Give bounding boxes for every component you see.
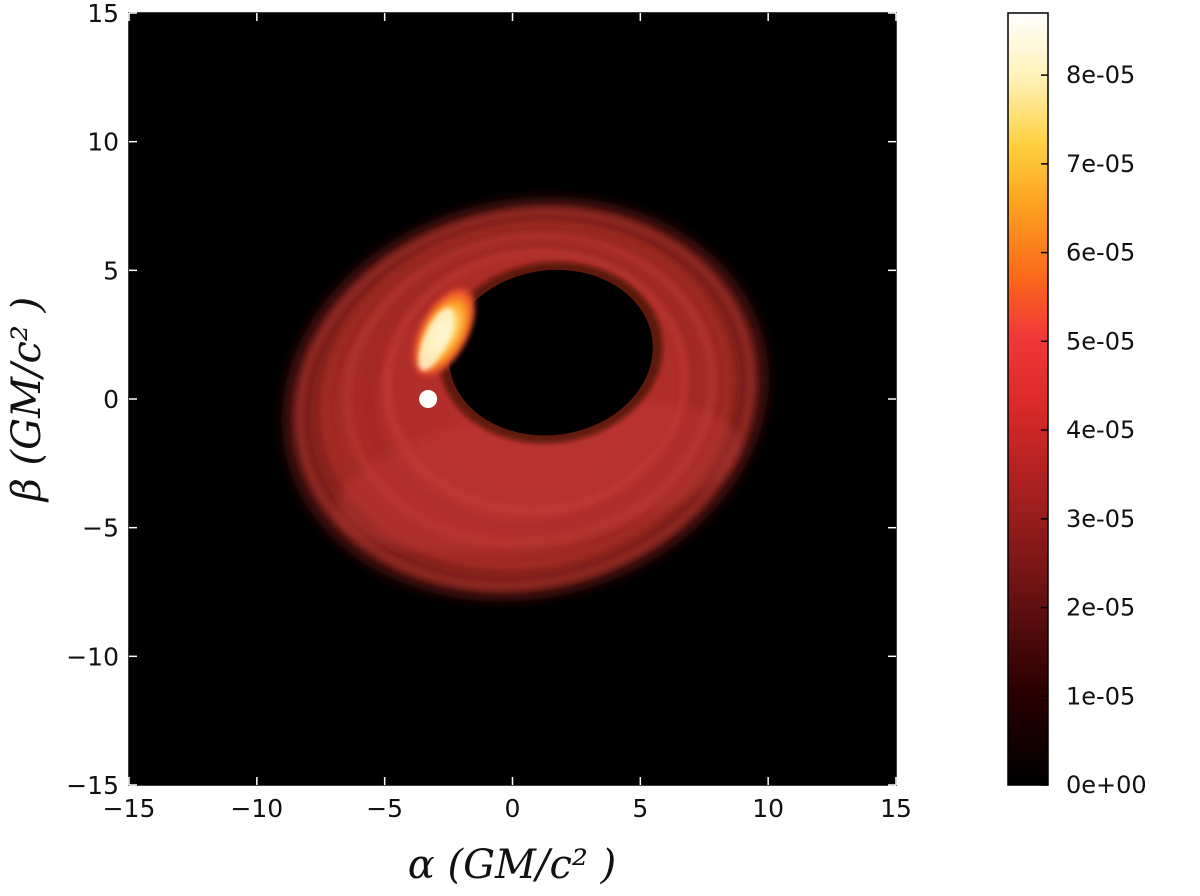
- y-axis-label: β (GM/c² ): [4, 297, 50, 504]
- y-tick-label: −10: [66, 642, 119, 671]
- source-marker: [419, 390, 438, 408]
- x-tick-label: −5: [366, 794, 403, 823]
- colorbar-ticks: 0e+00 1e-05 2e-05 3e-05 4e-05 5e-05 6e-05 7e-05…: [1041, 61, 1147, 799]
- x-tick-label: 5: [632, 794, 648, 823]
- x-tick-label: 0: [505, 794, 521, 823]
- colorbar-tick-label: 8e-05: [1066, 61, 1135, 89]
- colorbar-tick-label: 7e-05: [1066, 150, 1135, 178]
- y-axis-ticks: −15 −10 −5 0 5 10 15: [66, 0, 896, 800]
- x-tick-label: −15: [103, 794, 156, 823]
- x-tick-label: 15: [880, 794, 912, 823]
- y-tick-label: −15: [66, 771, 119, 800]
- y-tick-label: 0: [103, 385, 119, 414]
- disk-ring: [294, 206, 757, 592]
- x-axis-label: α (GM/c² ): [408, 842, 616, 888]
- colorbar-tick-label: 6e-05: [1066, 239, 1135, 267]
- hotspot-emission: [410, 284, 478, 380]
- colorbar-tick-label: 0e+00: [1066, 771, 1147, 799]
- colorbar-tick-label: 1e-05: [1066, 682, 1135, 710]
- x-tick-label: 10: [752, 794, 784, 823]
- colorbar-tick-label: 5e-05: [1066, 327, 1135, 355]
- colorbar-tick-label: 2e-05: [1066, 594, 1135, 622]
- y-tick-label: 10: [87, 128, 119, 157]
- y-tick-label: 15: [87, 0, 119, 28]
- x-axis-ticks: −15 −10 −5 0 5 10 15: [103, 13, 912, 823]
- x-tick-label: −10: [230, 794, 283, 823]
- shadow-core: [448, 269, 653, 436]
- colorbar-tick-label: 3e-05: [1066, 505, 1135, 533]
- colorbar-gradient: [1007, 12, 1049, 786]
- y-tick-label: −5: [82, 514, 119, 543]
- y-tick-label: 5: [103, 256, 119, 285]
- disk-lower-band: [336, 401, 740, 552]
- disk-ring: [320, 219, 735, 570]
- black-hole-shadow: [438, 261, 663, 444]
- colorbar-tick-label: 4e-05: [1066, 416, 1135, 444]
- hotspot-core: [418, 307, 454, 371]
- colorbar: 0e+00 1e-05 2e-05 3e-05 4e-05 5e-05 6e-05 7e-05…: [1007, 12, 1147, 799]
- heatmap-plot-area: [129, 13, 896, 785]
